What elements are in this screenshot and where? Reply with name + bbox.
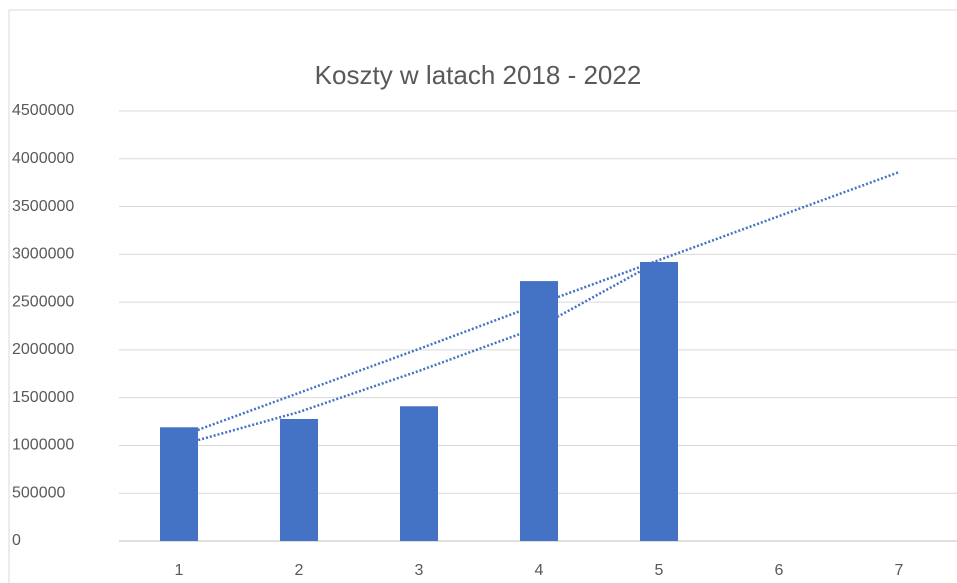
y-tick-label: 2500000 (12, 293, 74, 310)
x-tick-label: 4 (535, 562, 544, 579)
x-tick-label: 6 (775, 562, 784, 579)
bar (520, 281, 558, 541)
y-tick-label: 0 (12, 532, 21, 549)
y-tick-label: 3000000 (12, 246, 74, 263)
x-tick-label: 1 (175, 562, 184, 579)
x-tick-label: 5 (655, 562, 664, 579)
y-tick-label: 4000000 (12, 150, 74, 167)
bar (400, 406, 438, 541)
y-tick-label: 500000 (12, 484, 65, 501)
bar (280, 418, 318, 541)
trendline (178, 259, 660, 447)
y-tick-label: 2000000 (12, 341, 74, 358)
x-tick-label: 3 (415, 562, 424, 579)
bar (160, 427, 198, 541)
chart-title: Koszty w latach 2018 - 2022 (315, 60, 642, 90)
y-tick-label: 4500000 (12, 102, 74, 119)
x-tick-label: 7 (895, 562, 904, 579)
x-tick-label: 2 (295, 562, 304, 579)
y-tick-label: 1500000 (12, 389, 74, 406)
y-tick-label: 3500000 (12, 198, 74, 215)
y-tick-label: 1000000 (12, 437, 74, 454)
bar (640, 261, 678, 541)
